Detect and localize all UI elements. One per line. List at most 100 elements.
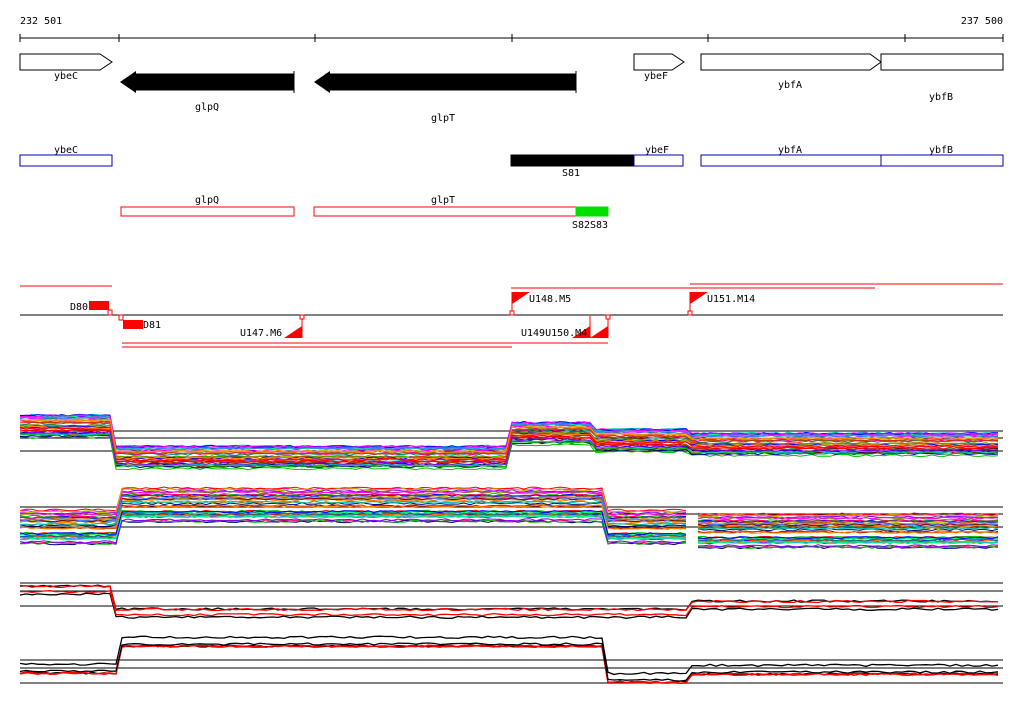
- transcript-label-U147: U147.M6: [240, 328, 282, 339]
- expression-trace: [697, 536, 999, 540]
- expression-trace: [697, 539, 999, 543]
- expression-trace: [19, 490, 687, 516]
- forward-label-ybeF: ybeF: [645, 145, 669, 156]
- gene-label-glpT: glpT: [431, 113, 455, 124]
- forward-box-ybfB[interactable]: [880, 154, 1004, 167]
- transcript-label-U151: U151.M14: [707, 294, 755, 305]
- transcript-tick: [605, 314, 611, 320]
- coordinate-start: 232 501: [20, 16, 62, 27]
- expression-trace: [697, 523, 999, 527]
- transcript-flag-U147[interactable]: [284, 326, 302, 338]
- gene-arrow-ybfA[interactable]: [700, 53, 882, 71]
- segment-label-S82S83: S82S83: [572, 220, 608, 231]
- expression-trace: [19, 430, 999, 466]
- expression-trace: [19, 644, 999, 684]
- expression-trace: [19, 488, 687, 514]
- gene-label-ybfB: ybfB: [929, 92, 953, 103]
- expression-traces: [19, 413, 999, 471]
- expression-trace: [697, 528, 999, 532]
- expression-trace: [19, 492, 687, 518]
- expression-trace: [697, 514, 999, 518]
- transcript-tick: [107, 309, 113, 316]
- gene-arrow-ybfB[interactable]: [880, 53, 1004, 71]
- expression-panel-reverse: [19, 486, 1003, 550]
- reverse-label-glpT: glpT: [431, 195, 455, 206]
- gene-label-glpQ: glpQ: [195, 102, 219, 113]
- expression-trace: [19, 592, 999, 619]
- reverse-box-glpT[interactable]: [313, 206, 577, 217]
- coordinate-end: 237 500: [961, 16, 1003, 27]
- transcript-tick: [509, 310, 515, 316]
- transcript-track: D80 D81 U147.M6 U148.M5 U149U150.M4 U151…: [20, 283, 1003, 348]
- expression-trace: [697, 530, 999, 534]
- expression-trace: [19, 418, 999, 454]
- expression-panel-forward: [19, 413, 1003, 471]
- segment-label-S81: S81: [562, 168, 580, 179]
- expression-trace: [19, 495, 687, 522]
- expression-trace: [19, 515, 687, 541]
- expression-trace: [19, 500, 687, 526]
- expression-trace: [19, 497, 687, 523]
- transcript-flag-U149[interactable]: [572, 326, 590, 338]
- gene-arrow-ybeF[interactable]: [633, 53, 685, 71]
- transcript-block-D81[interactable]: [123, 320, 143, 329]
- gene-arrow-glpQ[interactable]: [121, 73, 295, 91]
- summary-traces: [19, 635, 999, 685]
- gene-track: ybeC glpQ glpT ybeF ybfA ybfB: [19, 53, 1004, 124]
- transcript-flag-U150[interactable]: [590, 326, 608, 338]
- summary-panel-forward: [19, 582, 1003, 619]
- transcript-label-D81: D81: [143, 320, 161, 331]
- expression-trace: [19, 589, 999, 617]
- reverse-box-glpQ[interactable]: [120, 206, 295, 217]
- transcript-tick: [299, 314, 305, 320]
- expression-trace: [697, 538, 999, 542]
- expression-trace: [697, 516, 999, 520]
- expression-trace: [19, 635, 999, 676]
- expression-trace: [19, 519, 687, 545]
- expression-trace: [19, 502, 687, 528]
- expression-trace: [19, 493, 687, 519]
- expression-trace: [19, 489, 687, 515]
- expression-trace: [697, 521, 999, 526]
- summary-panel-reverse: [19, 635, 1003, 685]
- expression-trace: [697, 526, 999, 530]
- expression-trace: [19, 414, 999, 449]
- transcript-tick: [118, 314, 124, 321]
- forward-box-ybeC[interactable]: [19, 154, 113, 167]
- expression-trace: [697, 519, 999, 523]
- forward-label-ybfA: ybfA: [778, 145, 802, 156]
- coordinate-ruler: 232 501 237 500: [19, 16, 1004, 42]
- expression-trace: [19, 500, 687, 526]
- expression-trace: [19, 486, 687, 512]
- gene-arrow-glpT[interactable]: [325, 73, 577, 91]
- expression-trace: [697, 541, 999, 545]
- expression-trace: [19, 512, 687, 538]
- segment-S81[interactable]: [510, 154, 635, 167]
- transcript-tick: [687, 310, 693, 316]
- transcript-flag-U151[interactable]: [690, 292, 708, 304]
- forward-label-ybeC: ybeC: [54, 145, 78, 156]
- expression-trace: [19, 644, 999, 684]
- gene-arrowhead-glpT: [314, 71, 330, 93]
- transcript-label-U149: U149U150.M4: [521, 328, 587, 339]
- forward-box-ybeF[interactable]: [633, 154, 684, 167]
- expression-trace: [697, 530, 999, 534]
- expression-trace: [19, 427, 999, 462]
- expression-trace: [19, 644, 999, 685]
- expression-trace: [19, 642, 999, 682]
- gene-label-ybeF: ybeF: [644, 71, 668, 82]
- gene-label-ybeC: ybeC: [54, 71, 78, 82]
- gene-arrow-ybeC[interactable]: [19, 53, 113, 71]
- expression-traces: [19, 486, 999, 550]
- reverse-label-glpQ: glpQ: [195, 195, 219, 206]
- transcript-flag-U148[interactable]: [512, 292, 530, 304]
- forward-strand-track: ybeC S81 ybeF ybfA ybfB: [19, 145, 1004, 179]
- transcript-label-D80: D80: [70, 302, 88, 313]
- segment-S82S83[interactable]: [575, 206, 609, 217]
- gene-arrowhead-glpQ: [120, 71, 136, 93]
- forward-box-ybfA[interactable]: [700, 154, 882, 167]
- expression-trace: [19, 504, 687, 530]
- summary-traces: [19, 584, 999, 619]
- transcript-block-D80[interactable]: [89, 301, 109, 310]
